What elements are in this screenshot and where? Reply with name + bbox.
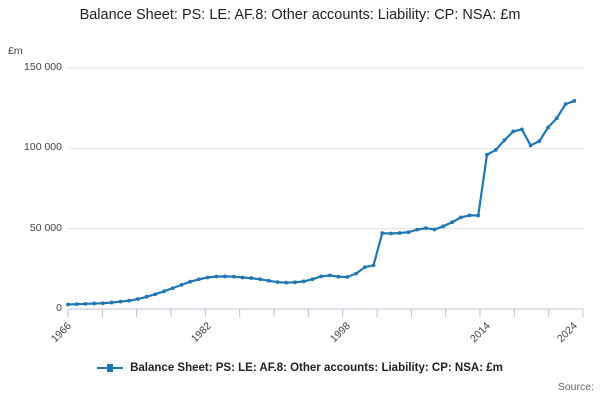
y-axis-tick-label: 50 000 [29,221,62,234]
y-axis-tick-label: 100 000 [24,141,62,154]
data-point [380,231,385,236]
y-axis-unit-label: £m [8,45,23,57]
data-point [240,275,245,280]
data-point [293,280,297,285]
data-point [563,102,568,107]
data-point [66,302,70,307]
data-point [249,276,254,281]
y-axis-tick: 50 000 [0,221,62,234]
chart-legend: Balance Sheet: PS: LE: AF.8: Other accou… [0,362,600,374]
data-point [397,231,402,235]
y-axis-tick: 100 000 [0,142,62,153]
data-point [188,279,193,284]
data-point [537,139,542,144]
data-point [83,301,88,306]
data-point [284,280,289,285]
data-point [458,215,463,220]
data-point [432,227,437,232]
data-point [476,213,481,218]
data-point [275,280,280,285]
data-point [336,274,341,279]
data-point [362,265,367,270]
data-point [520,127,524,132]
data-point [319,274,324,279]
data-point [258,277,262,282]
legend-label: Balance Sheet: PS: LE: AF.8: Other accou… [130,362,503,374]
data-point [127,298,131,303]
data-point [205,275,210,280]
data-point [467,213,472,218]
data-point [546,125,550,130]
y-axis-tick-label: 150 000 [24,61,62,73]
data-point [485,152,489,157]
data-point [389,231,393,236]
data-point [572,99,577,103]
data-point [406,230,411,235]
data-point [450,220,454,225]
data-point [301,279,306,284]
data-point [214,274,219,279]
data-point [266,278,271,283]
data-point [162,289,166,294]
data-point [502,138,507,143]
data-point [441,224,446,229]
data-point [371,263,376,268]
gridlines [68,67,583,230]
source-note: Source: [557,381,594,393]
y-axis-tick-label: 0 [56,302,62,314]
data-point [223,274,228,279]
data-point [327,273,332,278]
series-line [66,99,576,306]
data-point [144,294,149,299]
legend-line-marker-icon [97,362,124,374]
data-point [528,143,533,148]
y-axis-tick: 0 [0,303,62,314]
data-point [109,300,114,305]
data-point [423,226,428,231]
data-point [118,299,123,304]
data-point [197,277,201,282]
x-axis-tickmarks [67,309,584,317]
data-point [310,277,315,282]
data-point [92,301,97,306]
data-point [345,275,350,279]
data-point [493,148,498,152]
data-point [231,274,236,279]
data-point [179,283,184,287]
data-point [170,286,175,291]
data-point [511,129,516,134]
data-point [554,116,559,121]
data-point [354,271,358,276]
data-point [74,302,79,307]
data-point [415,227,420,232]
chart-title: Balance Sheet: PS: LE: AF.8: Other accou… [79,7,521,23]
data-point [101,301,105,306]
y-axis-tick: 150 000 [0,62,62,73]
data-point [135,297,140,301]
series-markers [66,99,577,307]
data-point [153,292,158,297]
